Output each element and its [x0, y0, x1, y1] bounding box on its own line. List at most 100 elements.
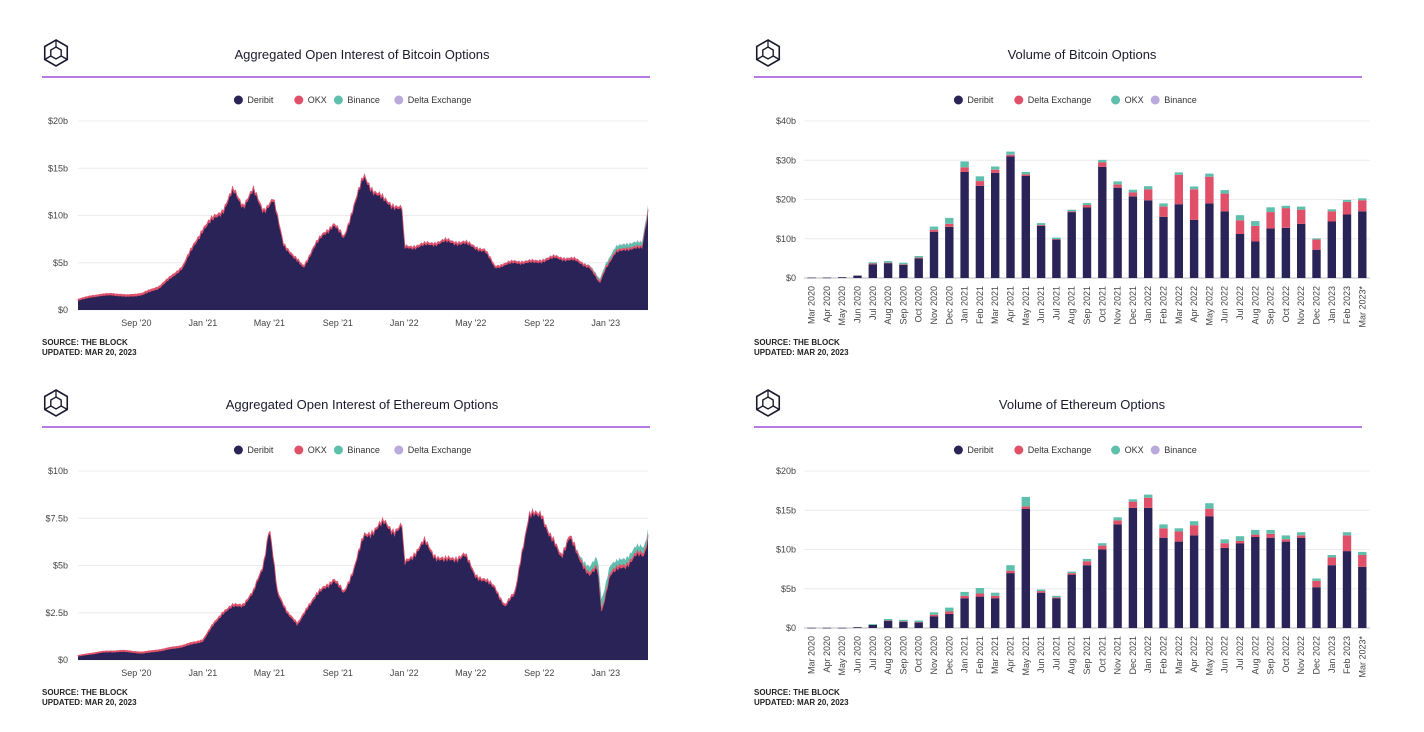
- the-block-logo-icon: [755, 389, 781, 417]
- bar-segment-deribit: [1052, 239, 1061, 278]
- x-tick-label: Jun 2022: [1220, 286, 1230, 323]
- bar-group: [929, 226, 939, 278]
- bar-segment-deribit: [960, 172, 969, 278]
- y-tick-label: $10b: [776, 545, 796, 555]
- bar-segment-deribit: [1327, 221, 1336, 278]
- legend-swatch: [333, 445, 343, 455]
- y-tick-label: $30b: [776, 155, 796, 165]
- legend-item-binance[interactable]: Binance: [333, 95, 380, 105]
- x-tick-label: Jun 2020: [853, 286, 863, 323]
- legend-label: Deribit: [247, 445, 274, 455]
- bar-segment-okx: [1052, 239, 1061, 240]
- bar-segment-binance: [960, 591, 969, 596]
- legend-item-binance[interactable]: OKX: [1111, 95, 1144, 105]
- x-tick-label: Apr 2020: [822, 636, 832, 673]
- bar-segment-binance: [1036, 223, 1046, 226]
- bar-segment-deribit: [1312, 587, 1321, 628]
- y-tick-label: $5b: [53, 258, 68, 268]
- legend-label: OKX: [308, 95, 327, 105]
- x-tick-label: Nov 2020: [929, 636, 939, 675]
- bar-group: [1159, 203, 1168, 278]
- bar-segment-okx: [1251, 225, 1260, 242]
- legend-item-okx[interactable]: OKX: [294, 95, 327, 105]
- bar-segment-deribit: [1327, 565, 1336, 628]
- legend-item-deribit[interactable]: Deribit: [953, 445, 994, 455]
- bar-segment-deribit: [899, 621, 908, 628]
- bar-group: [1021, 172, 1030, 278]
- x-tick-label: Mar 2023*: [1357, 286, 1367, 328]
- bar-segment-okx: [991, 595, 1000, 599]
- bar-segment-deribit: [1281, 227, 1291, 278]
- bar-segment-okx: [1220, 543, 1229, 548]
- bar-segment-binance: [1159, 524, 1168, 529]
- bar-group: [838, 627, 847, 629]
- bar-segment-deribit: [991, 172, 1000, 278]
- bar-segment-deribit: [807, 277, 816, 279]
- legend-item-delta[interactable]: Binance: [1150, 445, 1197, 455]
- bar-segment-okx: [945, 611, 954, 614]
- legend-swatch: [1111, 95, 1121, 105]
- bar-segment-binance: [1266, 207, 1275, 212]
- legend-swatch: [1150, 95, 1160, 105]
- bar-segment-deribit: [1006, 573, 1015, 628]
- legend-label: Delta Exchange: [1028, 445, 1092, 455]
- bar-segment-deribit: [1189, 219, 1199, 278]
- legend-item-binance[interactable]: OKX: [1111, 445, 1144, 455]
- legend-label: Delta Exchange: [408, 95, 472, 105]
- bar-segment-deribit: [1144, 507, 1153, 628]
- legend-item-delta[interactable]: Delta Exchange: [394, 445, 471, 455]
- bar-segment-okx: [1281, 539, 1291, 542]
- bar-segment-deribit: [929, 616, 939, 628]
- x-tick-label: Jan 2021: [960, 636, 970, 673]
- bar-group: [807, 277, 816, 279]
- legend-item-delta[interactable]: Binance: [1150, 95, 1197, 105]
- bar-segment-binance: [1067, 571, 1076, 574]
- source-label: SOURCE: THE BLOCK: [42, 338, 128, 347]
- bar-segment-deribit: [838, 627, 847, 629]
- the-block-logo-icon: [43, 39, 69, 67]
- bar-segment-binance: [1174, 528, 1183, 532]
- x-tick-label: Jan '21: [189, 668, 218, 678]
- legend-item-deribit[interactable]: Deribit: [233, 95, 274, 105]
- legend-label: Binance: [1164, 445, 1197, 455]
- legend-swatch: [1014, 445, 1024, 455]
- bar-segment-deribit: [822, 627, 832, 629]
- bar-group: [1205, 173, 1214, 278]
- bar-group: [1144, 186, 1153, 278]
- bar-segment-binance: [945, 607, 954, 612]
- legend-item-binance[interactable]: Binance: [333, 445, 380, 455]
- bar-segment-okx: [1327, 211, 1336, 222]
- x-tick-label: Feb 2022: [1159, 286, 1169, 324]
- x-tick-label: Mar 2021: [990, 636, 1000, 674]
- x-tick-label: Aug 2020: [883, 636, 893, 675]
- x-tick-label: Feb 2023: [1342, 286, 1352, 324]
- x-tick-label: Mar 2021: [990, 286, 1000, 324]
- bar-group: [945, 217, 954, 278]
- bar-segment-binance: [1189, 186, 1199, 190]
- chart-legend: Deribit OKX Binance Delta Exchange: [233, 445, 471, 455]
- bar-segment-binance: [868, 262, 877, 264]
- bar-segment-deribit: [1235, 234, 1245, 278]
- x-tick-label: Jul 2022: [1235, 286, 1245, 320]
- legend-item-delta[interactable]: Delta Exchange: [394, 95, 471, 105]
- legend-item-okx[interactable]: Delta Exchange: [1014, 445, 1091, 455]
- bar-segment-deribit: [1358, 566, 1367, 628]
- bar-segment-binance: [1220, 190, 1229, 194]
- bar-group: [1006, 151, 1015, 278]
- bar-segment-okx: [1113, 184, 1122, 188]
- legend-item-deribit[interactable]: Deribit: [953, 95, 994, 105]
- bar-segment-okx: [1159, 528, 1168, 538]
- legend-item-deribit[interactable]: Deribit: [233, 445, 274, 455]
- bar-segment-binance: [1159, 203, 1168, 207]
- legend-swatch: [1111, 445, 1121, 455]
- legend-item-okx[interactable]: OKX: [294, 445, 327, 455]
- bar-segment-okx: [1082, 205, 1092, 208]
- bar-segment-deribit: [1312, 249, 1321, 278]
- bar-group: [975, 176, 985, 278]
- x-tick-label: Apr 2021: [1006, 286, 1016, 323]
- bar-segment-okx: [1006, 154, 1015, 157]
- bar-segment-binance: [1220, 539, 1229, 544]
- bar-segment-deribit: [1297, 223, 1306, 278]
- legend-item-okx[interactable]: Delta Exchange: [1014, 95, 1091, 105]
- bar-segment-okx: [1006, 570, 1015, 574]
